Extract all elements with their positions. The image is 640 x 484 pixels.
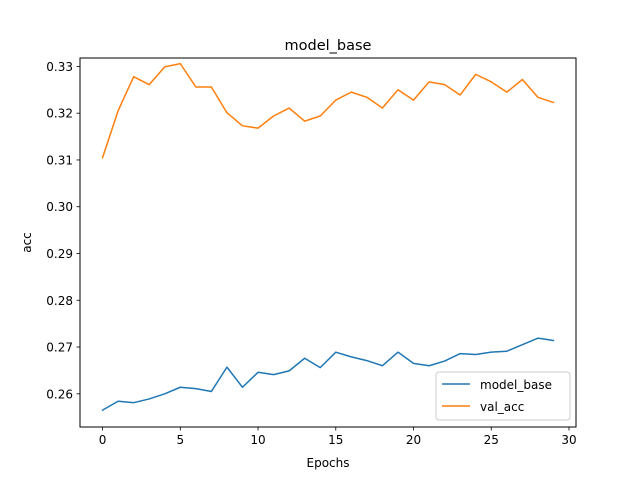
x-tick-label: 20 <box>406 433 421 447</box>
y-axis-label: acc <box>20 232 34 253</box>
x-tick-label: 30 <box>561 433 576 447</box>
x-tick-label: 5 <box>176 433 184 447</box>
legend: model_base val_acc <box>435 371 571 421</box>
y-tick-label: 0.32 <box>46 107 73 121</box>
series-line-model-base <box>101 337 555 412</box>
x-tick-label: 0 <box>99 433 107 447</box>
y-tick-label: 0.27 <box>46 341 73 355</box>
x-tick-label: 25 <box>484 433 499 447</box>
legend-label-model-base: model_base <box>480 378 552 392</box>
series-lines <box>101 62 555 412</box>
chart-title: model_base <box>285 38 372 54</box>
x-tick-label: 15 <box>328 433 343 447</box>
x-axis-ticks: 0 5 10 15 20 25 30 <box>99 427 577 447</box>
y-axis-ticks: 0.26 0.27 0.28 0.29 0.30 0.31 0.32 0.33 <box>46 60 80 401</box>
y-tick-label: 0.31 <box>46 153 73 167</box>
y-tick-label: 0.30 <box>46 200 73 214</box>
legend-label-val-acc: val_acc <box>480 400 524 414</box>
y-tick-label: 0.26 <box>46 387 73 401</box>
y-tick-label: 0.29 <box>46 247 73 261</box>
y-tick-label: 0.28 <box>46 294 73 308</box>
x-tick-label: 10 <box>250 433 265 447</box>
plot-area-frame <box>79 57 577 428</box>
y-tick-label: 0.33 <box>46 60 73 74</box>
x-axis-label: Epochs <box>307 456 350 470</box>
series-line-val-acc <box>101 62 555 159</box>
